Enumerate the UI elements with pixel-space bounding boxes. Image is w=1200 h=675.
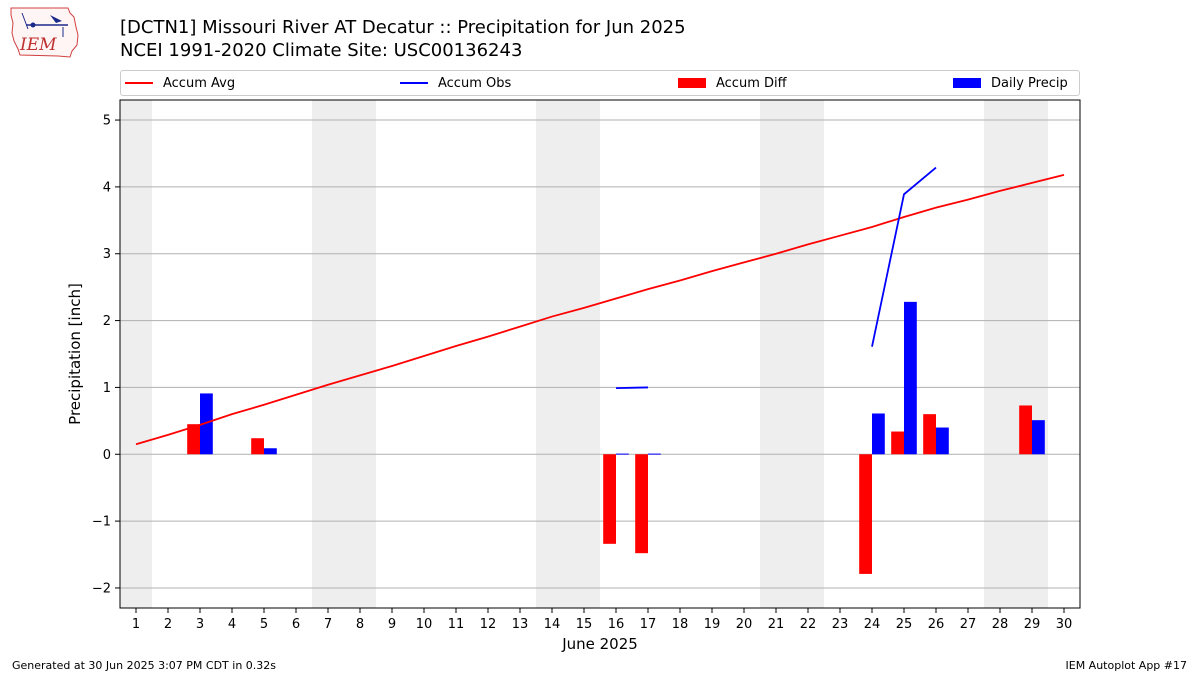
x-tick-label: 9 xyxy=(388,617,396,632)
legend-accum-avg: Accum Avg xyxy=(125,74,235,92)
chart-title: [DCTN1] Missouri River AT Decatur :: Pre… xyxy=(120,17,686,38)
x-axis-label: June 2025 xyxy=(561,635,638,653)
y-tick-label: 3 xyxy=(103,247,111,262)
accum-obs-line xyxy=(871,166,937,347)
logo-text: IEM xyxy=(19,35,57,55)
accum-diff-bar xyxy=(1019,405,1032,455)
x-tick-label: 22 xyxy=(800,617,817,632)
daily-precip-bar xyxy=(264,448,277,455)
x-tick-label: 12 xyxy=(480,617,497,632)
daily-precip-bar xyxy=(648,453,661,455)
daily-precip-bar xyxy=(872,413,885,455)
accum-diff-bar xyxy=(251,438,264,455)
legend: Accum Avg Accum Obs Accum Diff Daily Pre… xyxy=(120,70,1080,96)
legend-swatch-daily-precip xyxy=(953,78,981,88)
x-tick-label: 10 xyxy=(416,617,433,632)
footer-app: IEM Autoplot App #17 xyxy=(1065,659,1188,672)
accum-diff-bar xyxy=(603,454,616,544)
legend-accum-diff: Accum Diff xyxy=(678,74,787,92)
legend-label-accum-diff: Accum Diff xyxy=(716,75,787,91)
x-tick-label: 3 xyxy=(196,617,204,632)
weekend-shading xyxy=(120,100,152,608)
x-tick-label: 20 xyxy=(736,617,753,632)
y-tick-label: 1 xyxy=(103,381,111,396)
footer-generated: Generated at 30 Jun 2025 3:07 PM CDT in … xyxy=(12,659,277,672)
legend-accum-obs: Accum Obs xyxy=(400,74,511,92)
legend-label-daily-precip: Daily Precip xyxy=(991,75,1068,91)
weekend-shading xyxy=(760,100,824,608)
x-tick-label: 15 xyxy=(576,617,593,632)
iem-logo: IEM xyxy=(10,7,79,58)
x-tick-label: 4 xyxy=(228,617,236,632)
daily-precip-bar xyxy=(936,427,949,455)
x-tick-label: 5 xyxy=(260,617,268,632)
x-tick-label: 24 xyxy=(864,617,881,632)
accum-diff-bar xyxy=(891,431,904,455)
legend-label-accum-avg: Accum Avg xyxy=(163,75,236,91)
accum-diff-bar xyxy=(187,424,200,455)
daily-precip-bar xyxy=(616,453,629,455)
legend-swatch-accum-obs xyxy=(400,82,428,84)
x-tick-label: 25 xyxy=(896,617,913,632)
daily-precip-bar xyxy=(904,301,917,455)
y-tick-label: −1 xyxy=(92,515,111,530)
daily-precip-bar xyxy=(1032,420,1045,455)
x-tick-label: 14 xyxy=(544,617,561,632)
x-tick-label: 23 xyxy=(832,617,849,632)
legend-daily-precip: Daily Precip xyxy=(953,74,1068,92)
accum-diff-bar xyxy=(923,414,936,455)
legend-label-accum-obs: Accum Obs xyxy=(438,75,512,91)
x-tick-label: 28 xyxy=(992,617,1009,632)
x-tick-label: 6 xyxy=(292,617,300,632)
x-tick-label: 18 xyxy=(672,617,689,632)
weekend-shading xyxy=(312,100,376,608)
y-tick-label: 5 xyxy=(103,114,111,129)
y-tick-label: 4 xyxy=(103,180,111,195)
x-tick-label: 19 xyxy=(704,617,721,632)
x-tick-label: 17 xyxy=(640,617,657,632)
legend-swatch-accum-diff xyxy=(678,78,706,88)
accum-avg-line xyxy=(135,173,1065,446)
y-tick-label: 2 xyxy=(103,314,111,329)
x-tick-label: 13 xyxy=(512,617,529,632)
x-tick-label: 27 xyxy=(960,617,977,632)
y-axis-label: Precipitation [inch] xyxy=(66,283,84,425)
x-tick-label: 30 xyxy=(1056,617,1073,632)
accum-obs-line xyxy=(615,386,649,389)
x-tick-label: 16 xyxy=(608,617,625,632)
accum-diff-bar xyxy=(859,454,872,574)
accum-diff-bar xyxy=(635,454,648,554)
x-tick-label: 2 xyxy=(164,617,172,632)
y-tick-label: −2 xyxy=(92,581,111,596)
weekend-shading xyxy=(984,100,1048,608)
weekend-shading xyxy=(536,100,600,608)
x-tick-label: 8 xyxy=(356,617,364,632)
y-tick-label: 0 xyxy=(103,448,111,463)
x-tick-label: 26 xyxy=(928,617,945,632)
legend-swatch-accum-avg xyxy=(125,82,153,84)
x-tick-label: 21 xyxy=(768,617,785,632)
x-tick-label: 29 xyxy=(1024,617,1041,632)
chart-subtitle: NCEI 1991-2020 Climate Site: USC00136243 xyxy=(120,40,523,61)
x-tick-label: 11 xyxy=(448,617,465,632)
x-tick-label: 7 xyxy=(324,617,332,632)
x-tick-label: 1 xyxy=(132,617,140,632)
daily-precip-bar xyxy=(200,393,213,455)
plot-frame xyxy=(119,99,1081,609)
